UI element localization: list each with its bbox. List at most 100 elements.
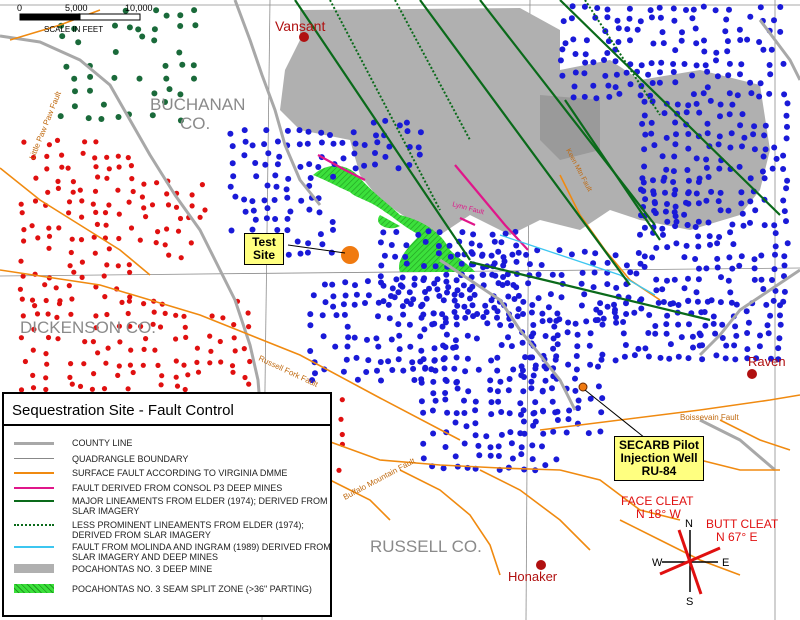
well-dot — [627, 81, 634, 88]
well-dot — [550, 428, 557, 435]
well-dot — [550, 335, 557, 342]
well-dot — [464, 332, 471, 339]
well-dot — [119, 299, 125, 305]
well-dot — [246, 324, 252, 330]
well-dot — [420, 409, 427, 416]
well-dot — [420, 277, 427, 284]
well-dot — [454, 302, 461, 309]
well-dot — [551, 323, 558, 330]
well-dot — [307, 348, 314, 354]
well-dot — [518, 372, 525, 379]
well-dot — [513, 258, 520, 265]
well-dot — [112, 49, 119, 55]
well-dot — [411, 377, 418, 383]
well-dot — [315, 164, 322, 170]
well-dot — [472, 398, 479, 405]
scale-tick-5000: 5,000 — [65, 3, 88, 13]
well-dot — [736, 163, 743, 170]
well-dot — [626, 5, 633, 12]
well-dot — [54, 314, 60, 320]
well-dot — [181, 313, 187, 319]
well-dot — [695, 179, 702, 185]
well-dot — [460, 282, 467, 289]
well-dot — [319, 312, 326, 319]
well-dot — [528, 309, 535, 316]
well-dot — [523, 251, 530, 258]
well-dot — [55, 178, 61, 184]
well-dot — [704, 130, 711, 137]
well-dot — [663, 330, 670, 337]
well-dot — [623, 300, 629, 307]
well-dot — [623, 69, 630, 76]
well-dot — [707, 97, 714, 104]
little-paw-paw-fault-label: Little Paw Paw Fault — [28, 89, 64, 160]
well-dot — [395, 165, 402, 172]
compass-s: S — [686, 596, 693, 608]
well-dot — [274, 227, 281, 233]
well-dot — [572, 320, 579, 327]
well-dot — [139, 194, 145, 200]
well-dot — [68, 249, 74, 256]
well-dot — [90, 339, 96, 345]
well-dot — [638, 62, 645, 69]
well-dot — [166, 86, 173, 93]
well-dot — [21, 238, 27, 244]
well-dot — [406, 144, 413, 150]
well-dot — [662, 208, 669, 215]
well-dot — [715, 198, 722, 205]
test-site-callout-line1: Test — [252, 235, 276, 249]
well-dot — [69, 381, 75, 387]
well-dot — [135, 26, 142, 33]
well-dot — [431, 320, 438, 327]
well-dot — [130, 369, 136, 376]
well-dot — [129, 176, 135, 182]
well-dot — [572, 387, 579, 394]
well-dot — [31, 303, 38, 309]
honaker-label: Honaker — [508, 569, 558, 584]
well-dot — [695, 233, 702, 240]
well-dot — [330, 293, 337, 300]
well-dot — [420, 455, 427, 462]
well-dot — [498, 342, 505, 348]
well-dot — [642, 345, 649, 352]
well-dot — [621, 353, 628, 360]
well-dot — [642, 131, 649, 138]
well-dot — [453, 410, 460, 417]
injection-well-leader — [584, 389, 646, 439]
well-dot — [66, 210, 72, 216]
well-dot — [637, 260, 644, 267]
well-dot — [783, 112, 790, 119]
well-dot — [539, 318, 546, 325]
well-dot — [338, 416, 344, 422]
well-dot — [679, 29, 685, 36]
well-dot — [760, 153, 767, 160]
well-dot — [675, 321, 682, 328]
well-dot — [760, 286, 767, 292]
well-dot — [540, 430, 547, 437]
buchanan-county-label-2: CO. — [180, 114, 210, 133]
well-dot — [261, 197, 268, 204]
well-dot — [784, 100, 791, 107]
well-dot — [684, 167, 691, 173]
well-dot — [406, 321, 413, 328]
well-dot — [780, 60, 787, 67]
legend-swatch — [14, 442, 54, 445]
well-dot — [117, 339, 123, 345]
well-dot — [659, 29, 666, 36]
well-dot — [652, 210, 659, 217]
well-dot — [583, 318, 590, 325]
well-dot — [729, 101, 736, 108]
well-dot — [573, 366, 580, 373]
well-dot — [781, 208, 788, 215]
well-dot — [453, 277, 460, 284]
well-dot — [352, 140, 359, 147]
well-dot — [382, 117, 389, 124]
well-dot — [660, 299, 667, 305]
well-dot — [660, 231, 666, 238]
well-dot — [726, 90, 733, 97]
well-dot — [228, 227, 235, 234]
well-dot — [705, 219, 712, 226]
green-well-dots — [57, 7, 199, 124]
well-dot — [443, 331, 450, 338]
well-dot — [772, 243, 779, 250]
